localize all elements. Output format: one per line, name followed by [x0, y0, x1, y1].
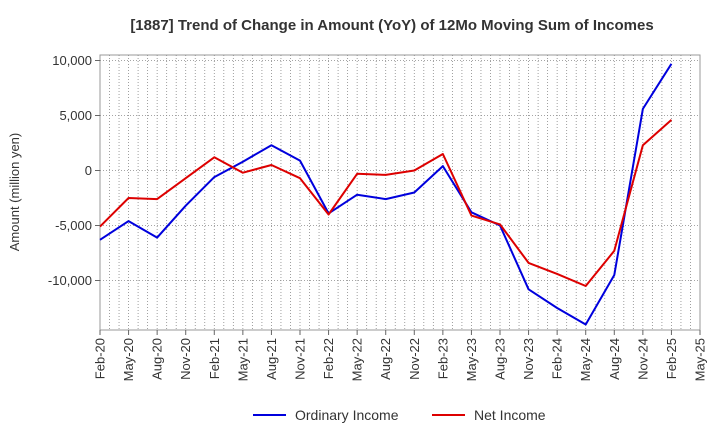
x-tick-label: May-20 [121, 338, 136, 381]
series-line-net-income [99, 119, 673, 287]
legend-label-ordinary-income: Ordinary Income [295, 407, 399, 423]
y-tick-label: -5,000 [55, 218, 92, 233]
x-axis: Feb-20 May-20 Aug-20 Nov-20 Feb-21 May-21 Aug-… [93, 330, 708, 381]
x-tick-label: Nov-21 [293, 338, 308, 380]
x-tick-label: Aug-22 [378, 338, 393, 380]
x-tick-label: Feb-22 [321, 338, 336, 379]
series-layer [99, 63, 673, 326]
y-tick-label: 5,000 [59, 108, 92, 123]
plot-frame [99, 54, 701, 331]
x-tick-label: Feb-21 [207, 338, 222, 379]
x-tick-label: May-22 [350, 338, 365, 381]
x-tick-label: Nov-24 [635, 338, 650, 380]
x-tick-label: May-23 [464, 338, 479, 381]
x-tick-label: Aug-23 [493, 338, 508, 380]
x-tick-label: May-24 [578, 338, 593, 381]
y-tick-label: 0 [85, 163, 92, 178]
series-line-ordinary-income [99, 63, 673, 326]
y-axis-label: Amount (million yen) [7, 133, 22, 252]
x-tick-label: Feb-24 [550, 338, 565, 379]
y-tick-label: 10,000 [52, 53, 92, 68]
grid [100, 55, 700, 330]
plot-area [99, 54, 701, 331]
y-axis: 10,000 5,000 0 -5,000 -10,000 [48, 53, 100, 288]
x-tick-label: Feb-25 [664, 338, 679, 379]
x-tick-label: May-25 [693, 338, 708, 381]
legend: Ordinary Income Net Income [253, 407, 546, 423]
legend-label-net-income: Net Income [474, 407, 546, 423]
x-tick-label: Feb-23 [435, 338, 450, 379]
x-tick-label: Aug-20 [150, 338, 165, 380]
x-tick-label: Feb-20 [93, 338, 108, 379]
x-tick-label: Aug-24 [607, 338, 622, 380]
x-tick-label: Aug-21 [264, 338, 279, 380]
x-tick-label: May-21 [235, 338, 250, 381]
chart-title: [1887] Trend of Change in Amount (YoY) o… [130, 17, 653, 34]
x-tick-label: Nov-22 [407, 338, 422, 380]
x-tick-label: Nov-23 [521, 338, 536, 380]
y-tick-label: -10,000 [48, 273, 92, 288]
x-tick-label: Nov-20 [178, 338, 193, 380]
